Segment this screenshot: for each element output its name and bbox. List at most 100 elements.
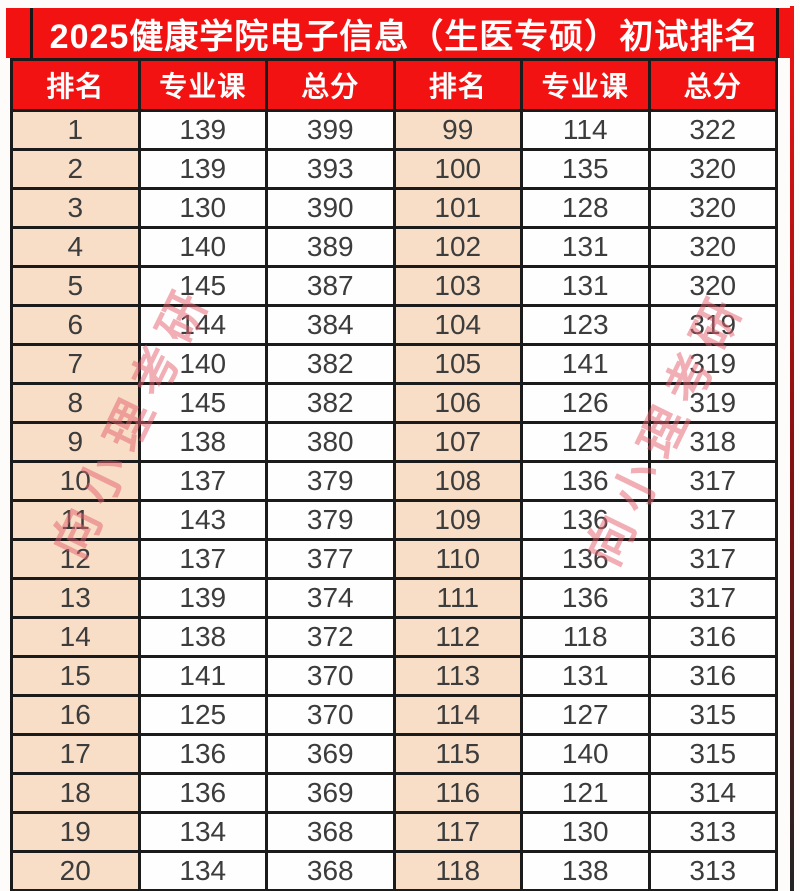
cell-rank: 103 <box>392 265 523 307</box>
column-header-total-left: 总分 <box>265 58 396 112</box>
cell-course-score: 145 <box>137 382 268 424</box>
cell-total-score: 368 <box>265 811 396 853</box>
cell-course-score: 139 <box>137 577 268 619</box>
column-header-total-right: 总分 <box>647 58 778 112</box>
cell-rank: 100 <box>392 148 523 190</box>
cell-course-score: 140 <box>137 226 268 268</box>
cell-course-score: 141 <box>520 343 651 385</box>
header-row: 排名 专业课 总分 排名 专业课 总分 <box>10 58 778 112</box>
cell-total-score: 316 <box>647 655 778 697</box>
cell-course-score: 140 <box>520 733 651 775</box>
cell-course-score: 136 <box>520 499 651 541</box>
cell-total-score: 370 <box>265 694 396 736</box>
cell-course-score: 130 <box>137 187 268 229</box>
cell-rank: 9 <box>10 421 141 463</box>
cell-course-score: 126 <box>520 382 651 424</box>
cell-course-score: 144 <box>137 304 268 346</box>
cell-total-score: 313 <box>647 850 778 891</box>
cell-rank: 12 <box>10 538 141 580</box>
column-header-rank-left: 排名 <box>10 58 141 112</box>
cell-total-score: 319 <box>647 304 778 346</box>
table-row: 3 130 390 101 128 320 <box>10 187 778 229</box>
cell-total-score: 382 <box>265 382 396 424</box>
cell-total-score: 380 <box>265 421 396 463</box>
right-edge-line <box>790 6 794 891</box>
cell-rank: 15 <box>10 655 141 697</box>
cell-course-score: 121 <box>520 772 651 814</box>
column-header-course-right: 专业课 <box>520 58 651 112</box>
cell-course-score: 123 <box>520 304 651 346</box>
cell-rank: 2 <box>10 148 141 190</box>
table-row: 17 136 369 115 140 315 <box>10 733 778 775</box>
cell-rank: 10 <box>10 460 141 502</box>
cell-total-score: 389 <box>265 226 396 268</box>
table-row: 14 138 372 112 118 316 <box>10 616 778 658</box>
cell-course-score: 137 <box>137 460 268 502</box>
cell-rank: 4 <box>10 226 141 268</box>
cell-course-score: 125 <box>520 421 651 463</box>
table-row: 16 125 370 114 127 315 <box>10 694 778 736</box>
cell-rank: 116 <box>392 772 523 814</box>
cell-total-score: 370 <box>265 655 396 697</box>
cell-course-score: 137 <box>137 538 268 580</box>
cell-rank: 8 <box>10 382 141 424</box>
cell-total-score: 315 <box>647 733 778 775</box>
cell-rank: 105 <box>392 343 523 385</box>
cell-rank: 108 <box>392 460 523 502</box>
cell-total-score: 314 <box>647 772 778 814</box>
cell-rank: 19 <box>10 811 141 853</box>
column-header-course-left: 专业课 <box>137 58 268 112</box>
cell-rank: 107 <box>392 421 523 463</box>
table-row: 7 140 382 105 141 319 <box>10 343 778 385</box>
cell-rank: 1 <box>10 109 141 151</box>
page-title: 2025健康学院电子信息（生医专硕）初试排名 <box>49 17 760 56</box>
cell-rank: 7 <box>10 343 141 385</box>
cell-rank: 109 <box>392 499 523 541</box>
title-banner: 2025健康学院电子信息（生医专硕）初试排名 <box>6 8 793 58</box>
cell-total-score: 316 <box>647 616 778 658</box>
table-row: 12 137 377 110 136 317 <box>10 538 778 580</box>
cell-rank: 18 <box>10 772 141 814</box>
cell-course-score: 138 <box>137 421 268 463</box>
cell-total-score: 377 <box>265 538 396 580</box>
cell-total-score: 374 <box>265 577 396 619</box>
cell-rank: 114 <box>392 694 523 736</box>
table-row: 9 138 380 107 125 318 <box>10 421 778 463</box>
cell-total-score: 379 <box>265 499 396 541</box>
cell-rank: 113 <box>392 655 523 697</box>
cell-rank: 115 <box>392 733 523 775</box>
cell-course-score: 135 <box>520 148 651 190</box>
table-body: 1 139 399 99 114 322 2 139 393 100 135 320 3 130 390 10… <box>10 109 778 891</box>
cell-total-score: 320 <box>647 187 778 229</box>
cell-course-score: 136 <box>137 772 268 814</box>
table-row: 5 145 387 103 131 320 <box>10 265 778 307</box>
cell-course-score: 134 <box>137 850 268 891</box>
cell-course-score: 136 <box>520 538 651 580</box>
table-row: 4 140 389 102 131 320 <box>10 226 778 268</box>
cell-rank: 3 <box>10 187 141 229</box>
title-banner-inner: 2025健康学院电子信息（生医专硕）初试排名 <box>30 8 779 58</box>
cell-total-score: 372 <box>265 616 396 658</box>
cell-total-score: 319 <box>647 382 778 424</box>
cell-course-score: 128 <box>520 187 651 229</box>
cell-rank: 99 <box>392 109 523 151</box>
cell-rank: 110 <box>392 538 523 580</box>
cell-course-score: 127 <box>520 694 651 736</box>
cell-course-score: 139 <box>137 148 268 190</box>
cell-course-score: 145 <box>137 265 268 307</box>
table-row: 11 143 379 109 136 317 <box>10 499 778 541</box>
cell-total-score: 369 <box>265 733 396 775</box>
cell-rank: 101 <box>392 187 523 229</box>
cell-rank: 118 <box>392 850 523 891</box>
cell-course-score: 138 <box>520 850 651 891</box>
cell-total-score: 317 <box>647 577 778 619</box>
cell-course-score: 140 <box>137 343 268 385</box>
cell-total-score: 317 <box>647 499 778 541</box>
cell-total-score: 382 <box>265 343 396 385</box>
table-row: 6 144 384 104 123 319 <box>10 304 778 346</box>
cell-total-score: 369 <box>265 772 396 814</box>
table-row: 19 134 368 117 130 313 <box>10 811 778 853</box>
cell-rank: 11 <box>10 499 141 541</box>
cell-rank: 104 <box>392 304 523 346</box>
cell-total-score: 320 <box>647 226 778 268</box>
